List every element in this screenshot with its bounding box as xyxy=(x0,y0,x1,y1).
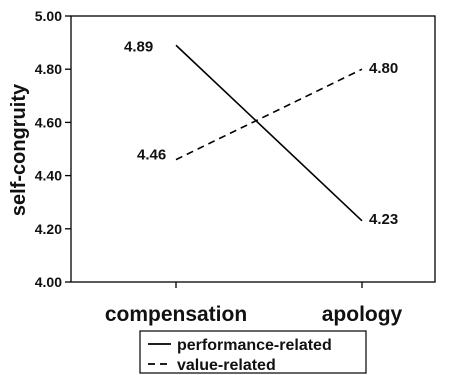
y-axis-title: self-congruity xyxy=(8,83,30,216)
series-line-performance-related xyxy=(175,44,363,222)
y-tick-label: 4.80 xyxy=(35,61,62,77)
x-category-label: apology xyxy=(322,303,403,326)
series-line-value-related xyxy=(175,68,363,161)
y-tick-label: 4.40 xyxy=(35,168,62,184)
y-tick-label: 4.60 xyxy=(35,114,62,130)
y-tick-label: 4.00 xyxy=(35,274,62,290)
y-tick-label: 4.20 xyxy=(35,221,62,237)
data-label: 4.80 xyxy=(369,60,398,77)
y-tick-label: 5.00 xyxy=(35,8,62,24)
data-label: 4.46 xyxy=(137,147,166,164)
legend-label: value-related xyxy=(177,357,276,374)
legend-box xyxy=(139,330,367,374)
data-label: 4.89 xyxy=(124,38,153,55)
x-category-label: compensation xyxy=(105,303,247,326)
plot-area-border xyxy=(70,15,436,283)
legend-label: performance-related xyxy=(177,337,332,354)
data-label: 4.23 xyxy=(369,211,398,228)
